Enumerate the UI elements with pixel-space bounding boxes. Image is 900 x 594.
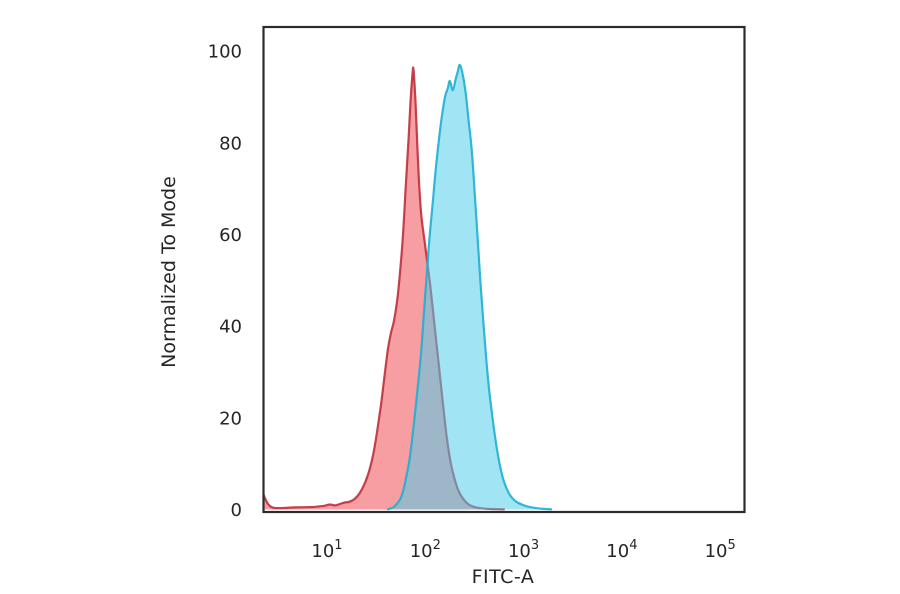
x-tick-label-10e1: 101 [311, 538, 342, 562]
x-tick-label-10e2: 102 [410, 538, 441, 562]
series-layer [263, 63, 553, 511]
y-tick-label-60: 60 [219, 225, 242, 246]
x-tick-label-10e5: 105 [705, 538, 736, 562]
y-tick-label-40: 40 [219, 317, 242, 338]
x-tick-label-10e3: 103 [508, 538, 539, 562]
x-tick-label-10e4: 104 [606, 538, 637, 562]
red-curve-fill [263, 67, 504, 510]
x-axis-label: FITC-A [472, 566, 535, 588]
y-axis-label: Normalized To Mode [158, 176, 180, 368]
cyan-curve-line [386, 63, 553, 511]
plot-frame [262, 25, 746, 514]
y-tick-label-0: 0 [231, 500, 242, 521]
y-tick-label-80: 80 [219, 133, 242, 154]
y-tick-label-20: 20 [219, 408, 242, 429]
y-tick-label-100: 100 [208, 42, 242, 63]
cyan-curve-fill [387, 64, 552, 510]
